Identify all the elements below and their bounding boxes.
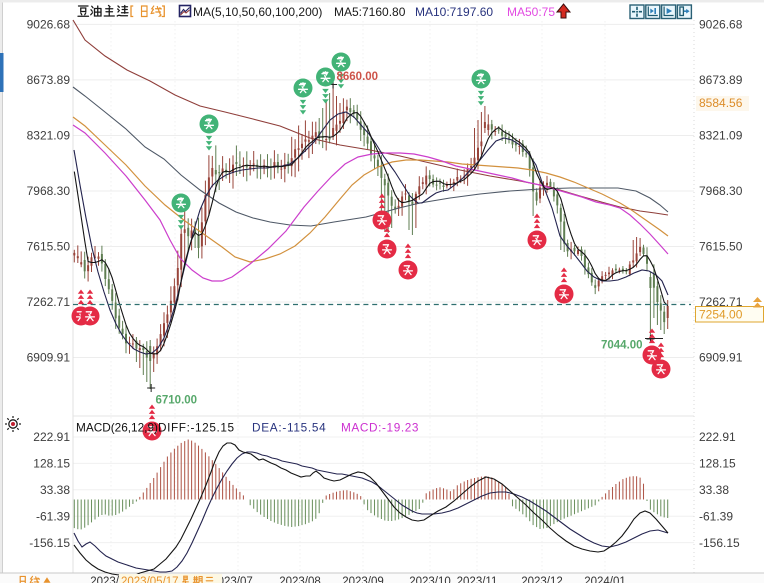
svg-text:2023/08: 2023/08 — [279, 576, 321, 583]
svg-text:MA50:75: MA50:75 — [507, 5, 555, 19]
svg-text:-156.15: -156.15 — [699, 536, 740, 550]
svg-text:7262.71: 7262.71 — [699, 295, 743, 309]
svg-text:9026.68: 9026.68 — [699, 18, 743, 32]
svg-text:128.15: 128.15 — [33, 457, 70, 471]
svg-text:8321.09: 8321.09 — [699, 129, 743, 143]
svg-text:6909.91: 6909.91 — [699, 351, 743, 365]
svg-text:7615.50: 7615.50 — [699, 240, 743, 254]
svg-text:7615.50: 7615.50 — [27, 240, 71, 254]
svg-text:-61.39: -61.39 — [36, 509, 70, 523]
svg-text:MA10:7197.60: MA10:7197.60 — [415, 5, 493, 19]
svg-text:8660.00: 8660.00 — [337, 71, 379, 83]
svg-text:222.91: 222.91 — [33, 430, 70, 444]
svg-text:9026.68: 9026.68 — [27, 18, 71, 32]
svg-text:2024/01: 2024/01 — [584, 576, 626, 583]
svg-text:MA(5,10,50,60,100,200): MA(5,10,50,60,100,200) — [193, 5, 322, 19]
svg-text:7254.00: 7254.00 — [699, 308, 743, 322]
svg-text:2023/10: 2023/10 — [409, 576, 451, 583]
svg-text:2023/05: 2023/05 — [90, 576, 132, 583]
svg-text:-61.39: -61.39 — [699, 509, 733, 523]
svg-text:8321.09: 8321.09 — [27, 129, 71, 143]
svg-text:2023/07: 2023/07 — [211, 576, 253, 583]
svg-text:7968.30: 7968.30 — [699, 184, 743, 198]
svg-text:7968.30: 7968.30 — [27, 184, 71, 198]
svg-text:128.15: 128.15 — [699, 457, 736, 471]
svg-text:DEA:-115.54: DEA:-115.54 — [252, 421, 326, 435]
svg-text:2023/12: 2023/12 — [521, 576, 563, 583]
svg-text:DIFF:-125.15: DIFF:-125.15 — [158, 421, 235, 435]
svg-text:8673.89: 8673.89 — [27, 73, 71, 87]
svg-text:33.38: 33.38 — [699, 483, 729, 497]
svg-text:MA5:7160.80: MA5:7160.80 — [334, 5, 406, 19]
svg-text:222.91: 222.91 — [699, 430, 736, 444]
svg-text:2023/11: 2023/11 — [457, 576, 498, 583]
svg-text:33.38: 33.38 — [40, 483, 70, 497]
svg-text:8584.56: 8584.56 — [699, 96, 743, 110]
svg-text:MACD(26,12,9): MACD(26,12,9) — [76, 421, 158, 435]
svg-text:2023/05/17: 2023/05/17 — [121, 576, 179, 583]
svg-text:6909.91: 6909.91 — [27, 351, 71, 365]
svg-text:7044.00: 7044.00 — [601, 340, 643, 352]
svg-text:6710.00: 6710.00 — [156, 395, 198, 407]
svg-text:2023/09: 2023/09 — [342, 576, 384, 583]
svg-text:7262.71: 7262.71 — [27, 295, 71, 309]
svg-text:-156.15: -156.15 — [29, 536, 70, 550]
svg-text:MACD:-19.23: MACD:-19.23 — [341, 421, 419, 435]
svg-text:8673.89: 8673.89 — [699, 73, 743, 87]
